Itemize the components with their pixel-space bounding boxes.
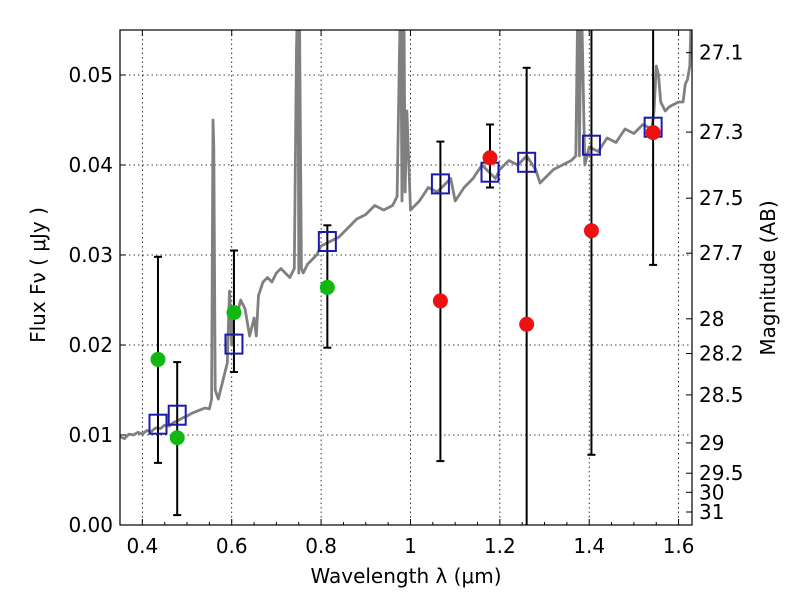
- observed-point-green: [169, 430, 185, 446]
- model-flux-box: [148, 413, 168, 435]
- x-tick-label: 1.6: [663, 534, 695, 558]
- grid: [120, 30, 692, 525]
- y-tick-label: 0.04: [68, 153, 113, 177]
- mag-tick-label: 28.5: [699, 383, 744, 407]
- mag-tick-label: 28.2: [699, 341, 744, 365]
- ticks: 0.4 0.6 0.8 1 1.2 1.4 1.6 0.00 0.01 0.02 0.03 0.04 0…: [68, 30, 744, 558]
- markers: [148, 116, 663, 446]
- mag-tick-label: 28: [699, 307, 724, 331]
- x-tick-label: 1: [404, 534, 417, 558]
- x-axis-label: Wavelength λ (μm): [310, 564, 501, 588]
- y-axis-label: Flux Fν ( μJy ): [26, 207, 50, 343]
- sed-spectrum-line: [120, 30, 692, 441]
- x-tick-label: 0.6: [216, 534, 248, 558]
- model-flux-box: [517, 151, 537, 173]
- y-tick-label: 0.02: [68, 333, 113, 357]
- observed-point-green: [226, 305, 242, 321]
- y-tick-label: 0.00: [68, 513, 113, 537]
- observed-point-green: [319, 279, 335, 295]
- x-tick-label: 1.2: [484, 534, 516, 558]
- y-tick-label: 0.05: [68, 63, 113, 87]
- model-flux-box: [581, 134, 601, 156]
- plot-data: [120, 30, 692, 441]
- model-flux-box: [224, 333, 244, 355]
- observed-point-red: [645, 125, 661, 141]
- x-tick-label: 0.4: [126, 534, 158, 558]
- y-axis-right-label: Magnitude (AB): [756, 200, 780, 355]
- mag-tick-label: 27.1: [699, 41, 744, 65]
- observed-point-red: [482, 150, 498, 166]
- observed-point-green: [150, 351, 166, 367]
- mag-tick-label: 27.3: [699, 120, 744, 144]
- mag-tick-label: 27.5: [699, 186, 744, 210]
- plot-frame: [119, 29, 693, 526]
- mag-tick-label: 30: [699, 480, 724, 504]
- y-tick-label: 0.01: [68, 423, 113, 447]
- model-flux-box: [430, 173, 450, 195]
- mag-tick-label: 31: [699, 500, 724, 524]
- observed-point-red: [432, 293, 448, 309]
- x-tick-label: 1.4: [573, 534, 605, 558]
- observed-point-red: [583, 223, 599, 239]
- mag-tick-label: 29.5: [699, 461, 744, 485]
- y-tick-label: 0.03: [68, 243, 113, 267]
- mag-tick-label: 29: [699, 431, 724, 455]
- model-flux-box: [167, 404, 187, 426]
- model-flux-box: [317, 231, 337, 252]
- x-tick-label: 0.8: [305, 534, 337, 558]
- mag-tick-label: 27.7: [699, 241, 744, 265]
- observed-point-red: [519, 316, 535, 332]
